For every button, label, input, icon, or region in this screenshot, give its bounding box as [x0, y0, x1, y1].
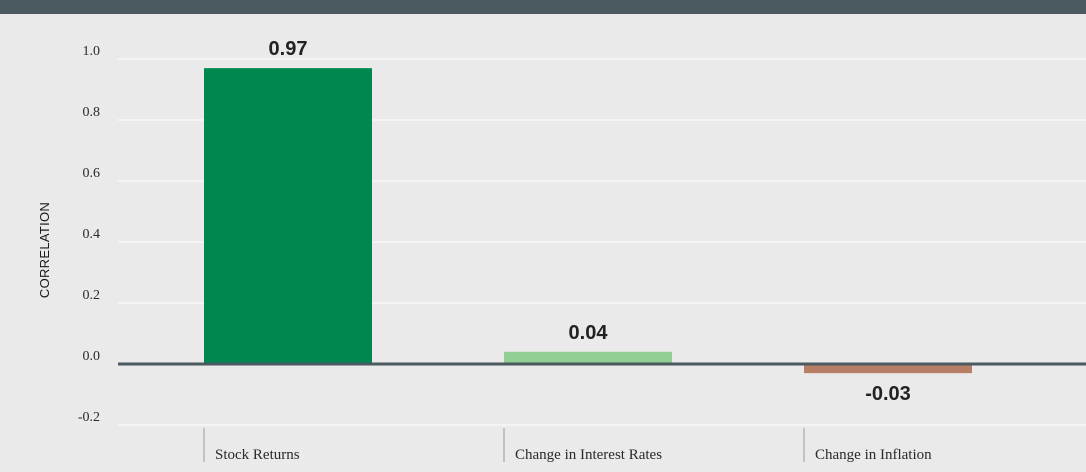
bar: [204, 68, 372, 365]
y-tick-label: 1.0: [83, 44, 101, 59]
header-bar: [0, 0, 1086, 14]
data-label: 0.97: [269, 38, 308, 60]
y-tick-label: -0.2: [78, 410, 100, 425]
category-label: Stock Returns: [215, 447, 300, 463]
y-tick-label: 0.6: [83, 166, 101, 181]
chart-area: 0.97 0.04 -0.03 1.0 0.8 0.6 0.4 0.2 0.0 -0.2 Sto…: [0, 14, 1086, 467]
bar: [504, 351, 672, 364]
data-label: 0.04: [569, 322, 609, 344]
y-tick-labels: 1.0 0.8 0.6 0.4 0.2 0.0 -0.2: [78, 44, 100, 425]
bars: [204, 68, 972, 374]
correlation-bar-chart: 0.97 0.04 -0.03 1.0 0.8 0.6 0.4 0.2 0.0 -0.2 Sto…: [37, 38, 1086, 463]
y-tick-label: 0.0: [83, 349, 101, 364]
y-tick-label: 0.8: [83, 105, 101, 120]
y-tick-label: 0.4: [83, 227, 101, 242]
data-labels: 0.97 0.04 -0.03: [269, 38, 911, 405]
y-axis-label: CORRELATION: [37, 202, 52, 298]
category-label: Change in Inflation: [815, 447, 932, 463]
y-tick-label: 0.2: [83, 288, 101, 303]
data-label: -0.03: [865, 383, 911, 405]
category-labels: Stock Returns Change in Interest Rates Cha…: [203, 428, 932, 463]
bar: [804, 364, 972, 374]
category-label: Change in Interest Rates: [515, 447, 662, 463]
